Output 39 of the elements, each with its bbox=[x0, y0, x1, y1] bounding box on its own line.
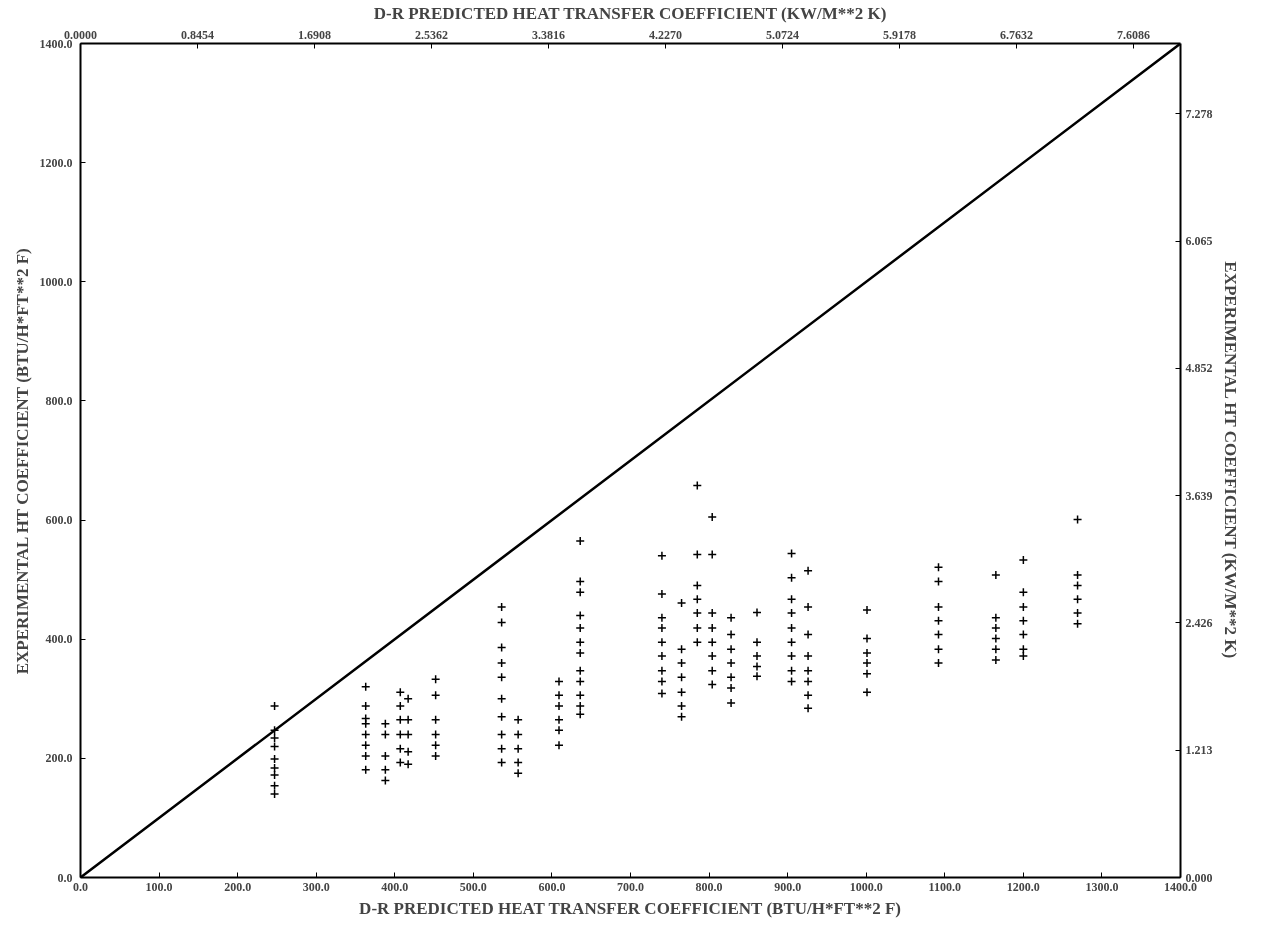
y2-tick-label: 4.852 bbox=[1185, 361, 1213, 376]
x-tick-label: 300.0 bbox=[302, 879, 330, 894]
y-tick-label: 1000.0 bbox=[39, 274, 73, 289]
y2-tick-label: 6.065 bbox=[1185, 234, 1213, 249]
y-tick-label: 400.0 bbox=[45, 632, 73, 647]
x-axis-title: D-R PREDICTED HEAT TRANSFER COEFFICIENT (BTU/H*FT**2 F) bbox=[359, 898, 901, 918]
x2-tick-label: 0.8454 bbox=[180, 27, 214, 42]
x2-tick-label: 7.6086 bbox=[1116, 27, 1150, 42]
y2-tick-label: 1.213 bbox=[1185, 743, 1213, 758]
x-tick-label: 800.0 bbox=[695, 879, 723, 894]
x2-axis-title: D-R PREDICTED HEAT TRANSFER COEFFICIENT (KW/M**2 K) bbox=[373, 3, 887, 23]
x2-tick-label: 5.0724 bbox=[765, 27, 799, 42]
x-tick-label: 100.0 bbox=[145, 879, 173, 894]
x2-tick-label: 6.7632 bbox=[999, 27, 1033, 42]
y-tick-label: 200.0 bbox=[45, 751, 73, 766]
y2-tick-label: 2.426 bbox=[1185, 615, 1213, 630]
x-tick-label: 700.0 bbox=[617, 879, 644, 894]
y-tick-label: 600.0 bbox=[45, 513, 73, 528]
x-tick-label: 500.0 bbox=[459, 879, 487, 894]
y2-tick-label: 3.639 bbox=[1185, 488, 1213, 503]
x-tick-label: 0.0 bbox=[73, 879, 88, 894]
x2-tick-label: 3.3816 bbox=[531, 27, 565, 42]
y-axis-title: EXPERIMENTAL HT COEFFICIENT (BTU/H*FT**2 F) bbox=[12, 248, 32, 675]
x2-tick-label: 2.5362 bbox=[414, 27, 448, 42]
x-tick-label: 900.0 bbox=[774, 879, 802, 894]
y-tick-label: 800.0 bbox=[45, 393, 73, 408]
x-tick-label: 1100.0 bbox=[928, 879, 961, 894]
x2-tick-label: 1.6908 bbox=[297, 27, 331, 42]
y2-tick-label: 7.278 bbox=[1185, 106, 1213, 121]
x-tick-label: 200.0 bbox=[224, 879, 252, 894]
x-tick-label: 1300.0 bbox=[1085, 879, 1119, 894]
x-tick-label: 400.0 bbox=[381, 879, 409, 894]
x-tick-label: 1200.0 bbox=[1006, 879, 1040, 894]
x2-tick-label: 4.2270 bbox=[648, 27, 682, 42]
x2-tick-label: 5.9178 bbox=[882, 27, 916, 42]
x-tick-label: 1000.0 bbox=[849, 879, 883, 894]
y-tick-label: 1200.0 bbox=[39, 155, 73, 170]
y2-axis-title: EXPERIMENTAL HT COEFFICIENT (KW/M**2 K) bbox=[1220, 261, 1240, 659]
x-tick-label: 600.0 bbox=[538, 879, 566, 894]
